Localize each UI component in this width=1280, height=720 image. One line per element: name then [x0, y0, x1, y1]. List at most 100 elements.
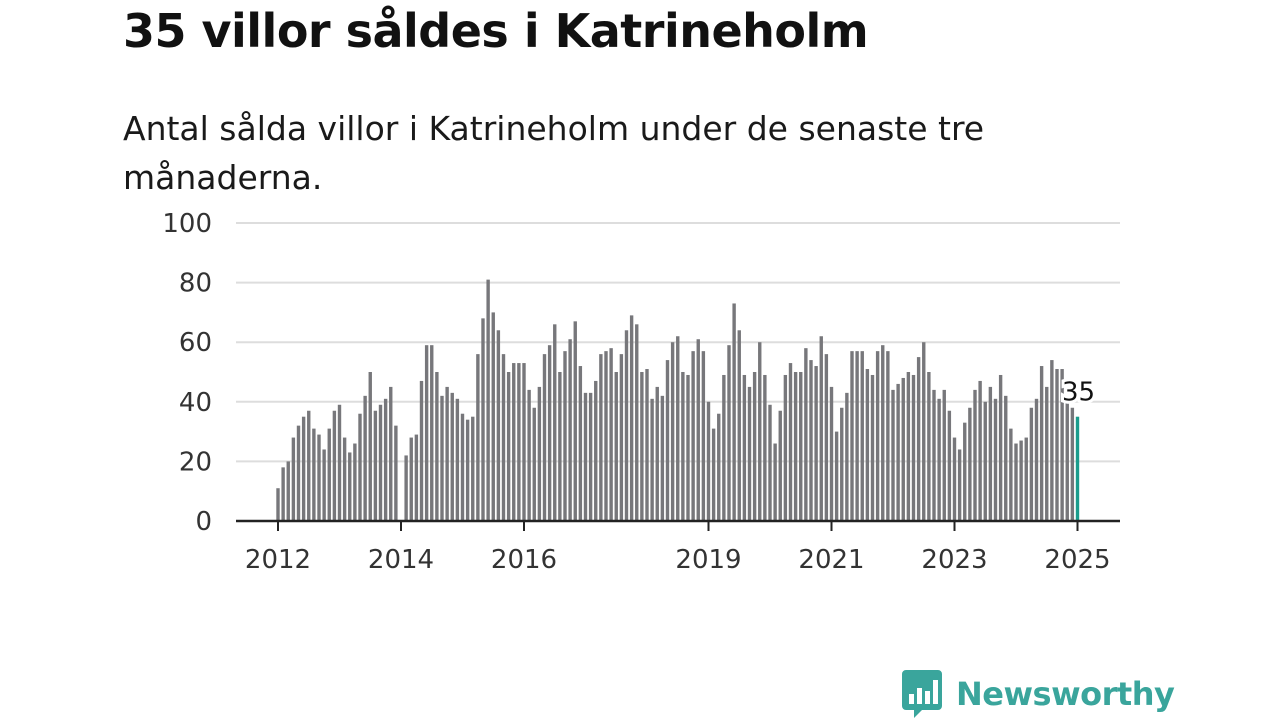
bar	[819, 336, 823, 521]
bar	[568, 339, 572, 521]
bar	[804, 348, 808, 521]
bar	[676, 336, 680, 521]
y-tick-label: 80	[179, 269, 212, 299]
bar	[681, 372, 685, 521]
bar	[1055, 369, 1059, 521]
bar	[353, 443, 357, 521]
bar	[752, 372, 757, 521]
brand-name: Newsworthy	[956, 675, 1175, 713]
bar	[911, 374, 916, 521]
bar	[788, 363, 793, 521]
x-axis-labels: 2012 2014 2016 2019 2021 2023 2025	[245, 545, 1111, 575]
bar	[481, 318, 485, 521]
bar	[1065, 401, 1069, 521]
bar	[686, 374, 690, 521]
bar	[537, 386, 542, 521]
bar	[711, 428, 716, 521]
bar	[1019, 440, 1023, 521]
bar	[440, 395, 444, 521]
bar	[286, 461, 290, 521]
bar	[301, 416, 306, 521]
bar	[901, 377, 905, 521]
bar	[809, 360, 813, 521]
bar	[578, 366, 583, 521]
bar	[763, 374, 767, 521]
bar	[732, 303, 736, 521]
bar	[896, 383, 900, 521]
bar	[840, 407, 844, 521]
x-tick-label: 2014	[368, 545, 434, 575]
bar	[342, 437, 347, 521]
bar	[916, 357, 921, 521]
bar	[1024, 437, 1028, 521]
bar	[875, 351, 880, 521]
bar	[660, 395, 665, 521]
bar	[829, 386, 834, 521]
bar	[717, 413, 721, 521]
bar	[317, 434, 321, 521]
bar	[558, 372, 562, 521]
highlight-bar	[1075, 416, 1080, 521]
bar	[332, 410, 337, 521]
bar	[486, 279, 490, 521]
bar	[742, 374, 747, 521]
bar	[296, 425, 301, 521]
bar	[599, 354, 603, 521]
bar	[1009, 428, 1013, 521]
bar	[383, 398, 388, 521]
bar	[1039, 366, 1044, 521]
bar	[922, 342, 926, 521]
bar	[506, 372, 511, 521]
axes	[236, 519, 1120, 531]
x-tick-label: 2016	[491, 545, 557, 575]
bar	[988, 386, 993, 521]
bar-chart: 0 20 40 60 80 100 2012 2014 2016 2019 2021 2023 202…	[162, 209, 1120, 575]
x-tick-label: 2025	[1044, 545, 1110, 575]
bar	[706, 401, 711, 521]
bar	[614, 372, 618, 521]
x-tick-label: 2019	[675, 545, 741, 575]
chart-title: 35 villor såldes i Katrineholm	[123, 4, 869, 58]
bar	[276, 488, 280, 521]
bar	[799, 372, 803, 521]
bar	[978, 380, 982, 521]
bar	[368, 372, 372, 521]
bar	[435, 372, 439, 521]
bar	[604, 351, 608, 521]
bar	[419, 380, 424, 521]
bar	[645, 369, 649, 521]
gridlines	[236, 222, 1120, 463]
bar	[424, 345, 429, 521]
bar	[881, 345, 885, 521]
bar	[850, 351, 854, 521]
bar	[824, 354, 829, 521]
chart-subtitle: Antal sålda villor i Katrineholm under d…	[123, 109, 985, 197]
bar	[496, 330, 501, 521]
bar	[348, 452, 352, 521]
bar	[942, 389, 946, 521]
bar	[973, 389, 977, 521]
bar	[563, 351, 567, 521]
bar	[291, 437, 296, 521]
bar	[773, 443, 777, 521]
bar-chart-speech-bubble-icon	[902, 670, 942, 718]
bar	[394, 425, 398, 521]
bar	[312, 428, 316, 521]
bar	[445, 386, 449, 521]
bar	[906, 372, 911, 521]
bar	[870, 374, 875, 521]
bar	[747, 386, 752, 521]
y-tick-label: 0	[195, 507, 212, 537]
bar	[937, 398, 941, 521]
bar	[476, 354, 480, 521]
bar	[501, 354, 506, 521]
bar	[389, 386, 393, 521]
bar	[670, 342, 675, 521]
bar	[1034, 398, 1039, 521]
bar	[358, 413, 362, 521]
bar	[927, 372, 931, 521]
bar	[640, 372, 644, 521]
bar	[758, 342, 762, 521]
bar	[968, 407, 972, 521]
bar	[455, 398, 460, 521]
